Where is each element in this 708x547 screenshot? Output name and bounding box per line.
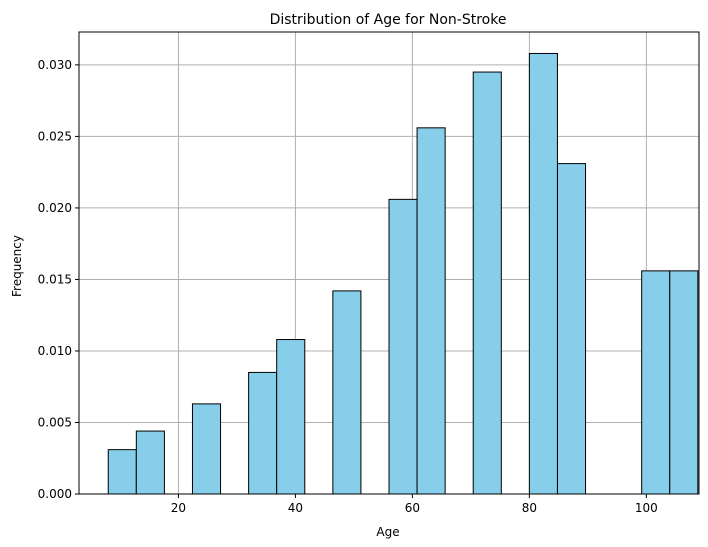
x-tick-label: 20 (171, 501, 186, 515)
chart-title: Distribution of Age for Non-Stroke (270, 12, 507, 28)
x-axis-ticks: 20 40 60 80 100 (171, 494, 658, 515)
x-tick-label: 100 (635, 501, 658, 515)
x-tick-label: 60 (405, 501, 420, 515)
y-tick-label: 0.025 (38, 129, 72, 143)
y-tick-label: 0.000 (38, 487, 72, 501)
histogram-bar (191, 403, 222, 495)
x-axis-label: Age (376, 525, 399, 539)
histogram-bar (276, 339, 306, 495)
histogram-bar (528, 52, 558, 495)
plot-frame (78, 31, 700, 495)
histogram-bar (388, 198, 418, 495)
y-tick-label: 0.030 (38, 58, 72, 72)
x-tick-label: 40 (288, 501, 303, 515)
histogram-bar (472, 71, 502, 495)
y-tick-label: 0.020 (38, 201, 72, 215)
y-axis-label: Frequency (10, 235, 24, 297)
histogram-bar (107, 449, 137, 495)
y-tick-label: 0.005 (38, 415, 72, 429)
histogram-bar (332, 290, 362, 495)
y-tick-label: 0.015 (38, 272, 72, 286)
histogram-bar (135, 430, 165, 495)
x-tick-label: 80 (522, 501, 537, 515)
histogram-bar (248, 371, 278, 495)
histogram-bar (416, 127, 446, 495)
bars (107, 52, 699, 495)
y-tick-label: 0.010 (38, 344, 72, 358)
histogram-bar (669, 270, 699, 495)
histogram-bar (641, 270, 671, 495)
y-axis-ticks: 0.000 0.005 0.010 0.015 0.020 0.025 0.030 (38, 58, 79, 501)
histogram-bar (556, 163, 587, 495)
